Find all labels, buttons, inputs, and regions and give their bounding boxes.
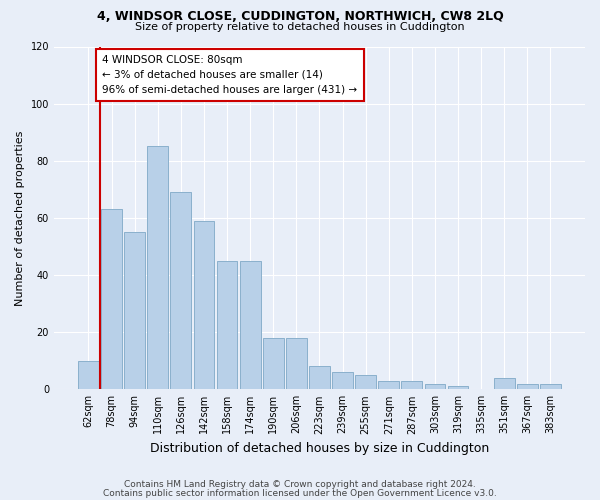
Y-axis label: Number of detached properties: Number of detached properties bbox=[15, 130, 25, 306]
Bar bbox=[78, 360, 99, 390]
Bar bbox=[309, 366, 330, 390]
Bar bbox=[379, 380, 399, 390]
Bar bbox=[194, 221, 214, 390]
Bar bbox=[401, 380, 422, 390]
Bar bbox=[148, 146, 168, 390]
Bar bbox=[448, 386, 469, 390]
Bar bbox=[355, 375, 376, 390]
X-axis label: Distribution of detached houses by size in Cuddington: Distribution of detached houses by size … bbox=[150, 442, 489, 455]
Bar bbox=[517, 384, 538, 390]
Text: 4, WINDSOR CLOSE, CUDDINGTON, NORTHWICH, CW8 2LQ: 4, WINDSOR CLOSE, CUDDINGTON, NORTHWICH,… bbox=[97, 10, 503, 23]
Text: 4 WINDSOR CLOSE: 80sqm
← 3% of detached houses are smaller (14)
96% of semi-deta: 4 WINDSOR CLOSE: 80sqm ← 3% of detached … bbox=[103, 55, 358, 94]
Bar bbox=[540, 384, 561, 390]
Bar bbox=[425, 384, 445, 390]
Bar bbox=[124, 232, 145, 390]
Bar bbox=[286, 338, 307, 390]
Text: Contains HM Land Registry data © Crown copyright and database right 2024.: Contains HM Land Registry data © Crown c… bbox=[124, 480, 476, 489]
Bar bbox=[494, 378, 515, 390]
Bar bbox=[240, 261, 260, 390]
Text: Size of property relative to detached houses in Cuddington: Size of property relative to detached ho… bbox=[135, 22, 465, 32]
Bar bbox=[217, 261, 238, 390]
Text: Contains public sector information licensed under the Open Government Licence v3: Contains public sector information licen… bbox=[103, 490, 497, 498]
Bar bbox=[332, 372, 353, 390]
Bar bbox=[101, 210, 122, 390]
Bar bbox=[263, 338, 284, 390]
Bar bbox=[170, 192, 191, 390]
